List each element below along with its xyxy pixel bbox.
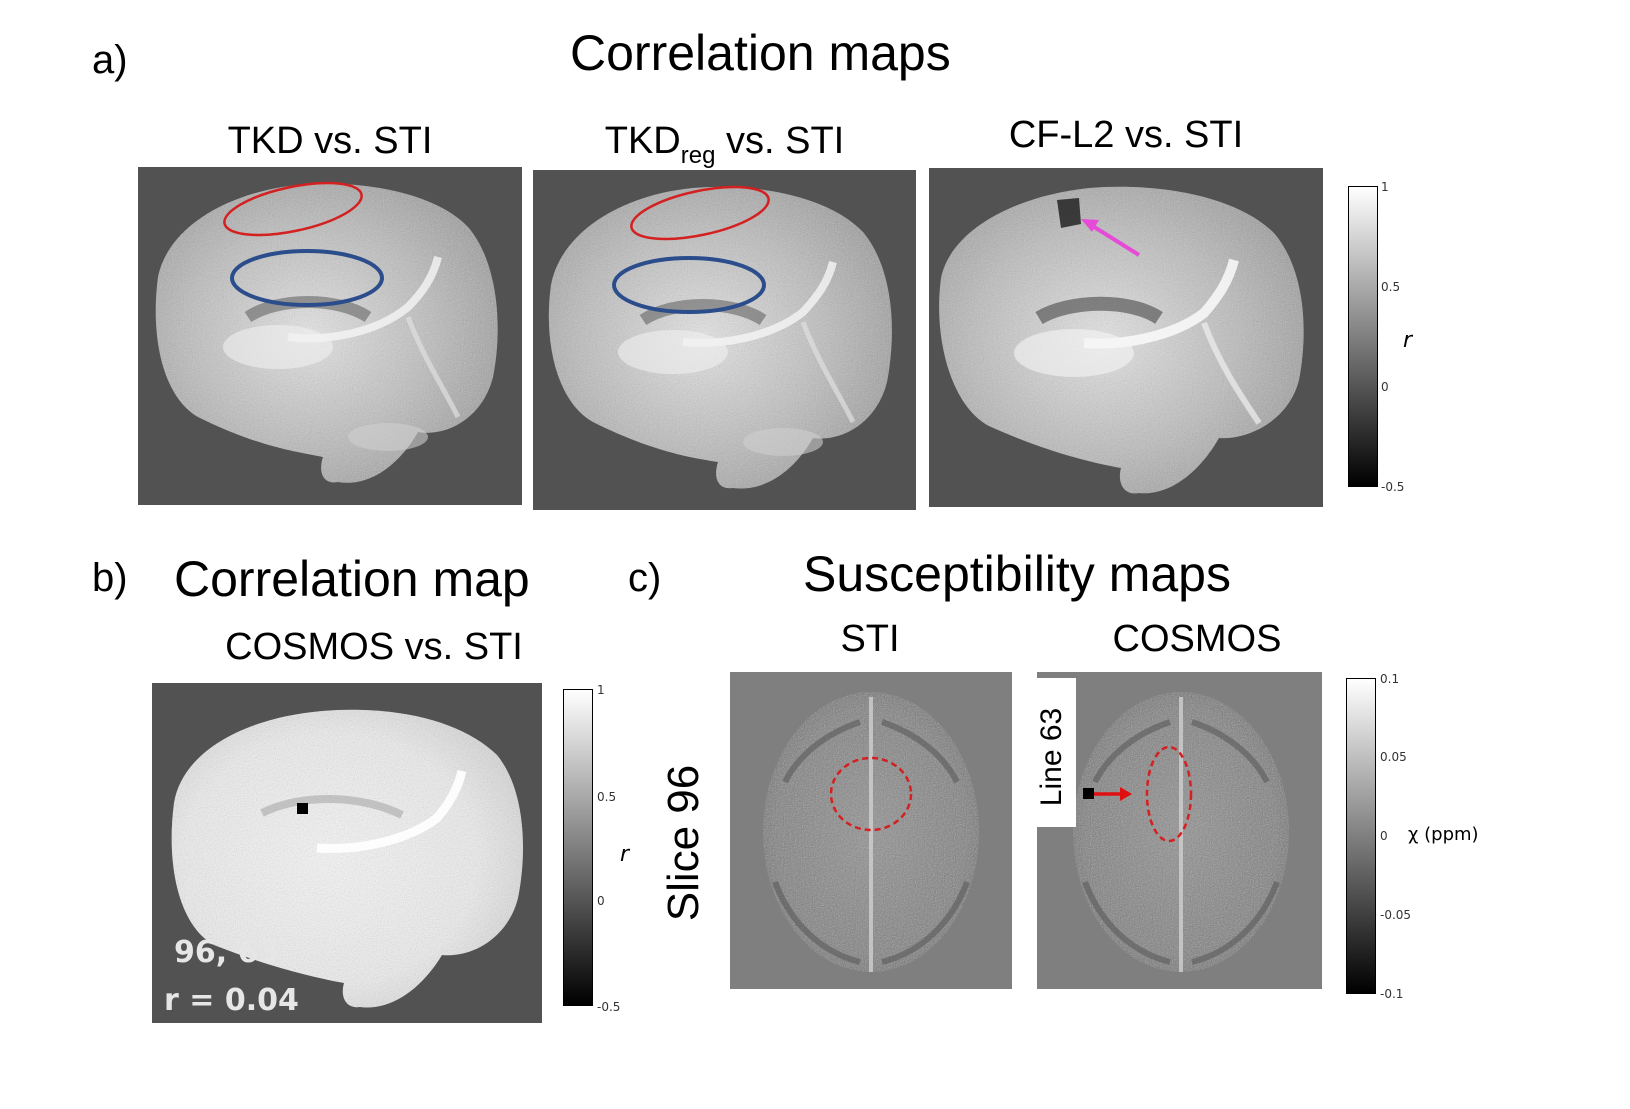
map-label-tkdreg: TKDreg vs. STI (533, 120, 916, 170)
panel-b-title: Correlation map (174, 551, 530, 607)
map-label-cosmos: COSMOS (1112, 618, 1282, 660)
panel-c-colorbar-tick: 0.1 (1380, 672, 1400, 686)
panel-b-colorbar-tick: 0.5 (597, 790, 617, 804)
map-label-tkdreg-post: vs. STI (715, 120, 845, 162)
panel-a-colorbar-tick: -0.5 (1381, 480, 1405, 494)
slice-label: Slice 96 (659, 764, 708, 922)
panel-a-letter: a) (92, 38, 128, 82)
panel-a-colorbar-tick: 0.5 (1381, 280, 1401, 294)
panel-b-colorbar-tick: -0.5 (597, 1000, 621, 1014)
panel-b-colorbar-tick: 1 (597, 683, 605, 697)
panel-a-colorbar (1348, 186, 1378, 487)
cfl2-correlation-map (929, 168, 1323, 507)
panel-a-colorbar-label: r (1403, 328, 1413, 353)
panel-c-colorbar-label: χ (ppm) (1408, 824, 1479, 845)
line-label-box (1029, 678, 1076, 827)
panel-b-subtitle: COSMOS vs. STI (225, 626, 523, 668)
panel-a-title: Correlation maps (570, 25, 951, 81)
panel-b-colorbar-tick: 0 (597, 894, 605, 908)
map-label-cfl2: CF-L2 vs. STI (1008, 114, 1244, 156)
map-label-sti: STI (840, 618, 900, 660)
overlay-r-value: r = 0.04 (164, 983, 299, 1018)
line-label: Line 63 (1035, 707, 1068, 807)
red-arrow-icon (1094, 787, 1132, 801)
map-label-tkd: TKD vs. STI (227, 120, 433, 162)
panel-c-colorbar-tick: -0.1 (1380, 987, 1404, 1001)
panel-c-letter: c) (628, 556, 662, 600)
tkd-correlation-map (138, 167, 522, 505)
panel-c-colorbar-tick: 0 (1380, 829, 1388, 843)
cosmos-correlation-map (152, 683, 542, 1023)
panel-c-colorbar-tick: 0.05 (1380, 750, 1407, 764)
map-label-tkdreg-sub: reg (680, 142, 716, 169)
panel-b-colorbar-label: r (620, 842, 630, 867)
map-label-tkdreg-pre: TKD (604, 120, 681, 162)
panel-c-colorbar-tick: -0.05 (1380, 908, 1412, 922)
panel-c-title: Susceptibility maps (803, 546, 1231, 602)
cosmos-susceptibility-map (1037, 672, 1322, 989)
overlay-coords: 96, 63 (174, 935, 280, 970)
panel-b-letter: b) (92, 556, 128, 600)
panel-b-colorbar (563, 689, 593, 1006)
line-marker-square (1083, 788, 1094, 799)
panel-a-colorbar-tick: 1 (1381, 180, 1389, 194)
panel-a-colorbar-tick: 0 (1381, 380, 1389, 394)
sti-susceptibility-map (730, 672, 1012, 989)
tkdreg-correlation-map (533, 170, 916, 510)
panel-c-colorbar (1346, 678, 1376, 994)
